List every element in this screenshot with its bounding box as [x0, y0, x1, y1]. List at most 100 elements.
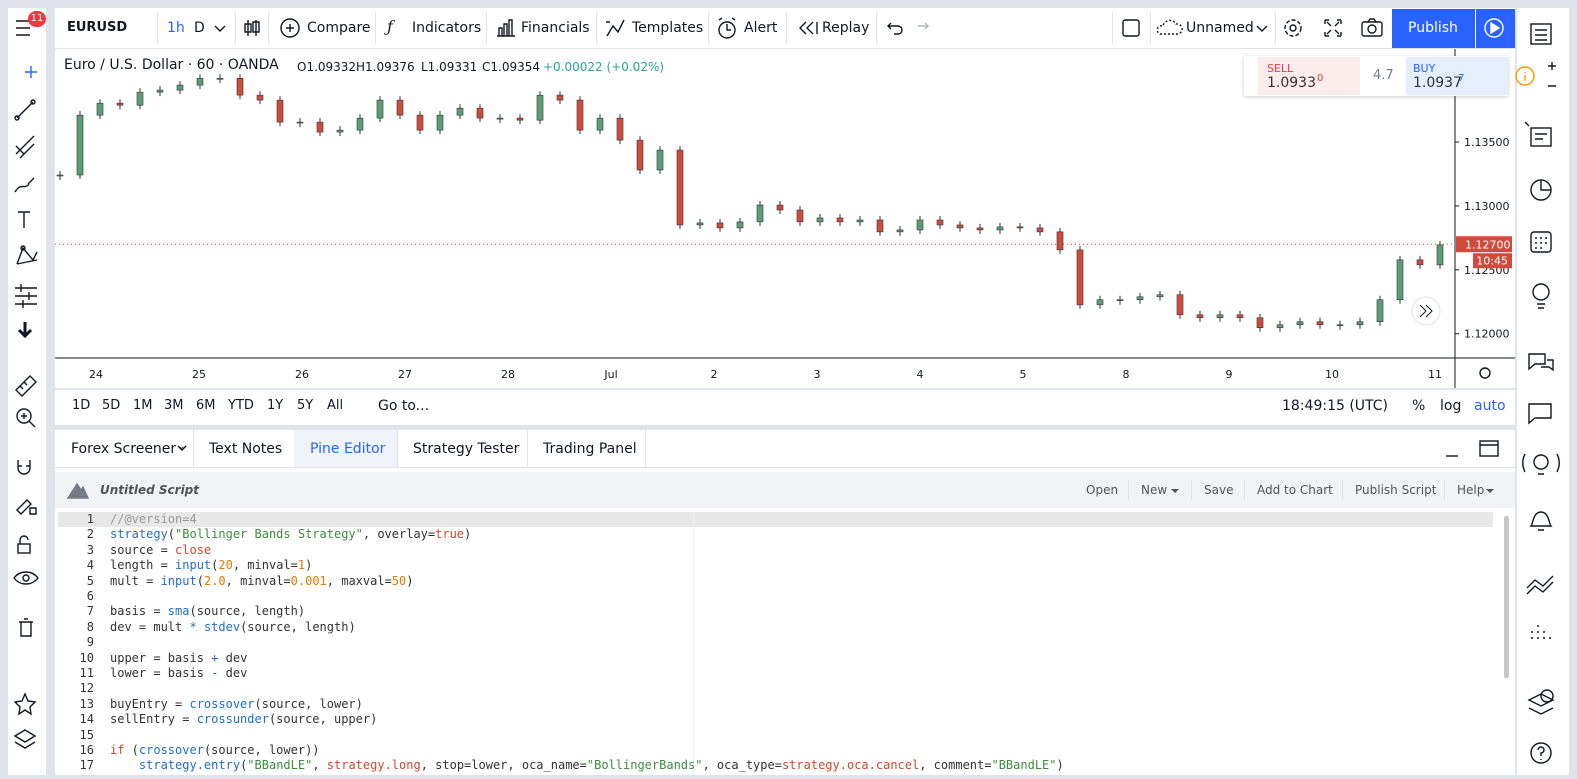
replay-button[interactable]: Replay	[822, 20, 870, 36]
publish-button[interactable]	[1392, 9, 1475, 48]
line-number: 6	[86, 589, 94, 603]
panel-controls	[177, 440, 1499, 457]
buy-label: BUY	[1413, 62, 1436, 75]
candle-body	[1336, 324, 1344, 327]
dropdown-caret	[1171, 489, 1179, 493]
tab[interactable]	[55, 430, 194, 467]
separator	[1275, 12, 1276, 44]
compare-button[interactable]: Compare	[307, 20, 371, 36]
sell-pip: 0	[1317, 73, 1324, 84]
separator	[268, 12, 269, 44]
candle-body	[716, 222, 724, 229]
editor-action[interactable]: Open	[1086, 483, 1119, 497]
buy-button[interactable]	[1406, 57, 1508, 95]
notification-badge[interactable]: 11	[28, 11, 46, 27]
code-line: upper = basis + dev	[110, 650, 248, 665]
tab[interactable]	[294, 430, 398, 467]
range-button[interactable]: All	[327, 398, 344, 413]
range-button[interactable]: 1Y	[267, 398, 284, 413]
candle-body	[316, 121, 324, 133]
line-number: 14	[79, 712, 94, 727]
line-number: 13	[79, 696, 94, 711]
code-line: source = close	[110, 542, 212, 557]
countdown-label: 10:45	[1476, 254, 1508, 267]
candle-body	[1136, 296, 1144, 301]
log-toggle[interactable]: log	[1440, 398, 1462, 414]
candle-body	[1316, 321, 1324, 326]
code-line: lower = basis - dev	[110, 666, 248, 680]
time-tick-label: 25	[192, 368, 206, 381]
scrollbar[interactable]	[1504, 516, 1509, 678]
candle-body	[796, 209, 804, 223]
range-button[interactable]: 5Y	[297, 398, 314, 413]
range-button[interactable]: 1M	[133, 398, 153, 413]
separator	[786, 12, 787, 44]
axis-settings[interactable]	[1479, 367, 1491, 379]
line-number: 5	[86, 573, 94, 588]
print-margin	[693, 512, 694, 775]
goto-button[interactable]: Go to...	[378, 398, 430, 414]
line-number: 15	[79, 727, 94, 742]
sell-label: SELL	[1267, 62, 1294, 75]
interval-button[interactable]: D	[194, 20, 205, 36]
last-price-box	[1456, 236, 1512, 253]
candle-body	[236, 77, 244, 96]
editor-action[interactable]: Add to Chart	[1257, 483, 1333, 497]
range-button[interactable]: YTD	[228, 398, 254, 413]
separator	[1112, 12, 1113, 44]
price-tick-label: 1.13000	[1464, 200, 1510, 213]
price-tick-label: 1.12000	[1464, 328, 1510, 341]
layout-name[interactable]: Unnamed	[1186, 20, 1254, 36]
range-button[interactable]: 6M	[196, 398, 216, 413]
candle-body	[516, 117, 524, 121]
candle-body	[996, 226, 1004, 231]
ohlc-open: O1.09332	[297, 60, 357, 74]
auto-toggle[interactable]: auto	[1474, 398, 1506, 414]
indicators-button[interactable]: Indicators	[412, 20, 482, 36]
scroll-right-icon	[1419, 304, 1433, 318]
candle-body	[76, 114, 84, 176]
separator	[235, 12, 236, 44]
pine-logo	[66, 482, 90, 499]
range-button[interactable]: 5D	[102, 398, 121, 413]
candle-body	[736, 221, 744, 229]
sell-button[interactable]	[1258, 57, 1360, 95]
symbol-search[interactable]: EURUSD	[67, 20, 128, 35]
time-tick-label: 28	[501, 368, 515, 381]
candle-body	[836, 217, 844, 223]
time-tick-label: Jul	[603, 368, 617, 381]
separator	[708, 12, 709, 44]
line-number: 4	[86, 558, 94, 573]
ohlc-close: C1.09354	[482, 60, 541, 74]
candle-body	[936, 219, 944, 226]
candle-body	[656, 149, 664, 171]
financials-button[interactable]: Financials	[521, 20, 590, 36]
line-number: 3	[86, 542, 94, 557]
editor-action[interactable]: Save	[1204, 483, 1234, 497]
code-line: if (crossover(source, lower))	[110, 743, 320, 757]
candle-body	[696, 222, 704, 226]
candle-body	[676, 149, 684, 226]
tab-label: Forex Screener	[71, 441, 177, 457]
percent-toggle[interactable]: %	[1412, 398, 1426, 414]
candle-body	[816, 217, 824, 223]
editor-action[interactable]: Help	[1457, 483, 1485, 497]
interval-button[interactable]: 1h	[167, 20, 185, 36]
tab[interactable]	[527, 430, 646, 467]
candle-body	[116, 102, 124, 106]
candle-body	[1396, 259, 1404, 301]
candle-body	[1376, 299, 1384, 323]
time-tick-label: 27	[398, 368, 412, 381]
editor-action[interactable]: New	[1141, 483, 1168, 497]
alert-button[interactable]: Alert	[744, 20, 778, 36]
indicators-icon: ƒ	[387, 17, 393, 36]
range-button[interactable]: 3M	[164, 398, 184, 413]
ohlc-low: L1.09331	[421, 60, 478, 74]
code-line: //@version=4	[110, 512, 197, 526]
separator	[1244, 480, 1245, 500]
range-button[interactable]: 1D	[72, 398, 91, 413]
candle-body	[1356, 321, 1364, 326]
editor-action[interactable]: Publish Script	[1355, 483, 1437, 497]
templates-button[interactable]: Templates	[632, 20, 704, 36]
tab[interactable]	[397, 430, 528, 467]
